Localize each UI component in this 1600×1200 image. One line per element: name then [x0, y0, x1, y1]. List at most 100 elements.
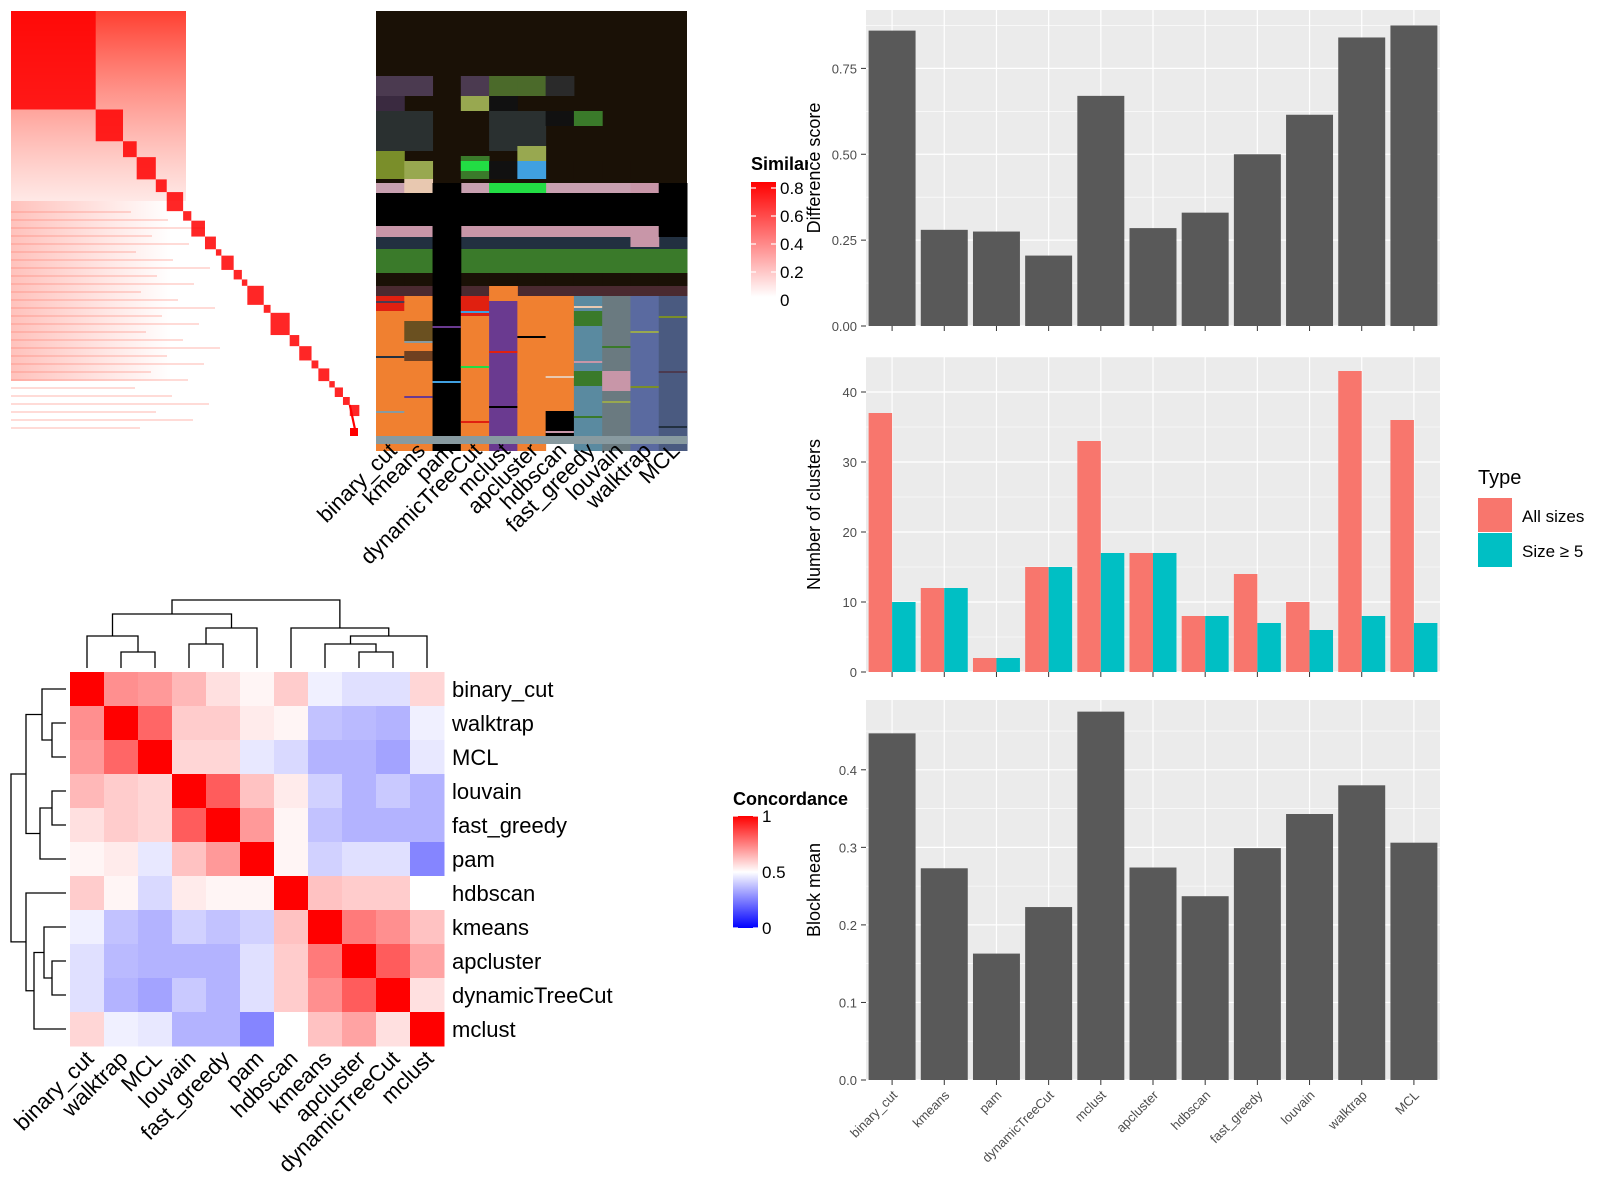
row-label-walktrap: walktrap — [451, 711, 534, 736]
cluster-band — [602, 371, 631, 391]
concordance-cell — [104, 1012, 139, 1047]
concordance-cell — [240, 774, 275, 809]
cluster-band — [376, 151, 405, 179]
concordance-cell — [410, 944, 445, 979]
bar-pam-all-sizes — [972, 658, 997, 672]
bar-walktrap — [1338, 37, 1386, 326]
concordance-cell — [274, 842, 309, 877]
cluster-band — [658, 183, 688, 193]
concordance-cell — [308, 1012, 343, 1047]
concordance-cell — [274, 910, 309, 945]
bar-hdbscan — [1181, 212, 1229, 326]
cluster-band — [573, 226, 603, 237]
cluster-band — [460, 273, 490, 286]
concordance-cell — [342, 842, 377, 877]
bar-fast-greedy-size-5 — [1257, 623, 1281, 672]
y-tick-label: 0.4 — [839, 763, 857, 778]
bar-mcl — [1390, 25, 1438, 327]
bar-hdbscan — [1181, 896, 1229, 1080]
concordance-cell — [138, 944, 173, 979]
cluster-band — [517, 183, 547, 193]
cluster-band — [658, 286, 688, 296]
colorbar-tick-label: 0 — [780, 291, 789, 310]
cluster-assignment-map — [376, 11, 688, 451]
cluster-stripe — [602, 346, 631, 348]
concordance-cell — [342, 740, 377, 775]
bar-mclust — [1077, 711, 1125, 1080]
row-label-louvain: louvain — [452, 779, 522, 804]
concordance-cell — [410, 1012, 445, 1047]
cluster-band — [376, 111, 405, 151]
cluster-band — [489, 161, 518, 179]
cluster-band — [658, 296, 688, 451]
similarity-streak — [11, 395, 172, 397]
cluster-band — [517, 193, 547, 226]
cluster-method-labels: binary_cutkmeanspamdynamicTreeCutmclusta… — [312, 438, 684, 569]
concordance-cell — [274, 672, 309, 707]
concordance-cell — [172, 774, 207, 809]
cluster-band — [630, 193, 660, 226]
cluster-band — [376, 226, 405, 237]
similarity-block — [136, 157, 156, 180]
bar-louvain — [1286, 114, 1334, 327]
similarity-block — [349, 404, 360, 417]
similarity-colorbar — [751, 182, 776, 297]
cluster-band — [517, 286, 547, 296]
difference-score-chart: 0.00 0.25 0.50 0.75 Difference score — [804, 10, 1440, 334]
similarity-block — [311, 360, 319, 369]
bar-kmeans-size-5 — [944, 588, 968, 672]
concordance-cell — [70, 774, 105, 809]
cluster-band — [460, 76, 490, 96]
y-tick-label: 40 — [843, 385, 857, 400]
y-tick-label: 30 — [843, 455, 857, 470]
cluster-band — [489, 111, 518, 151]
cluster-band — [602, 273, 631, 286]
y-tick-label: 0.1 — [839, 995, 857, 1010]
cluster-band — [602, 161, 631, 179]
dendrogram-branch — [10, 773, 26, 943]
dendrogram — [10, 599, 428, 1030]
cluster-band — [545, 76, 575, 96]
dendrogram-branch — [120, 651, 156, 668]
bar-kmeans — [920, 229, 968, 326]
legend-mask — [808, 140, 868, 180]
concordance-cell — [206, 706, 241, 741]
similarity-block — [11, 11, 96, 110]
colorbar-tick-label: 0.6 — [780, 207, 804, 226]
cluster-stripe — [460, 366, 490, 368]
concordance-cell — [104, 944, 139, 979]
cluster-band — [404, 286, 434, 296]
cluster-band — [602, 286, 631, 296]
concordance-cell — [308, 740, 343, 775]
bar-apcluster — [1129, 228, 1177, 326]
bar-mcl-size-5 — [1413, 623, 1438, 672]
bar-apcluster-all-sizes — [1129, 553, 1153, 672]
cluster-band — [573, 111, 603, 126]
concordance-cell — [138, 910, 173, 945]
dendrogram-branch — [111, 613, 233, 636]
cluster-band — [517, 111, 547, 151]
similarity-streak — [11, 291, 141, 293]
concordance-cell — [138, 876, 173, 911]
cluster-stripe — [404, 341, 433, 343]
concordance-cell — [308, 706, 343, 741]
cluster-band — [404, 193, 434, 226]
bar-dynamic-tree-cut-all-sizes — [1025, 567, 1049, 672]
cluster-stripe — [376, 411, 405, 413]
cluster-band — [460, 193, 490, 226]
dendrogram-branch — [290, 627, 390, 668]
cluster-band — [573, 161, 603, 179]
concordance-cell — [104, 706, 139, 741]
concordance-cell — [172, 740, 207, 775]
similarity-block — [155, 179, 167, 193]
y-tick-label: 20 — [843, 525, 857, 540]
cluster-band — [432, 183, 462, 451]
concordance-legend: Concordance 1 0.5 0 — [733, 789, 848, 938]
colorbar-tick-label: 0.4 — [780, 235, 804, 254]
cluster-stripe — [573, 306, 603, 308]
similarity-streak — [11, 283, 194, 285]
concordance-cell — [206, 1012, 241, 1047]
similarity-streak — [11, 355, 167, 357]
similarity-block — [221, 255, 234, 270]
cluster-band — [573, 249, 603, 273]
